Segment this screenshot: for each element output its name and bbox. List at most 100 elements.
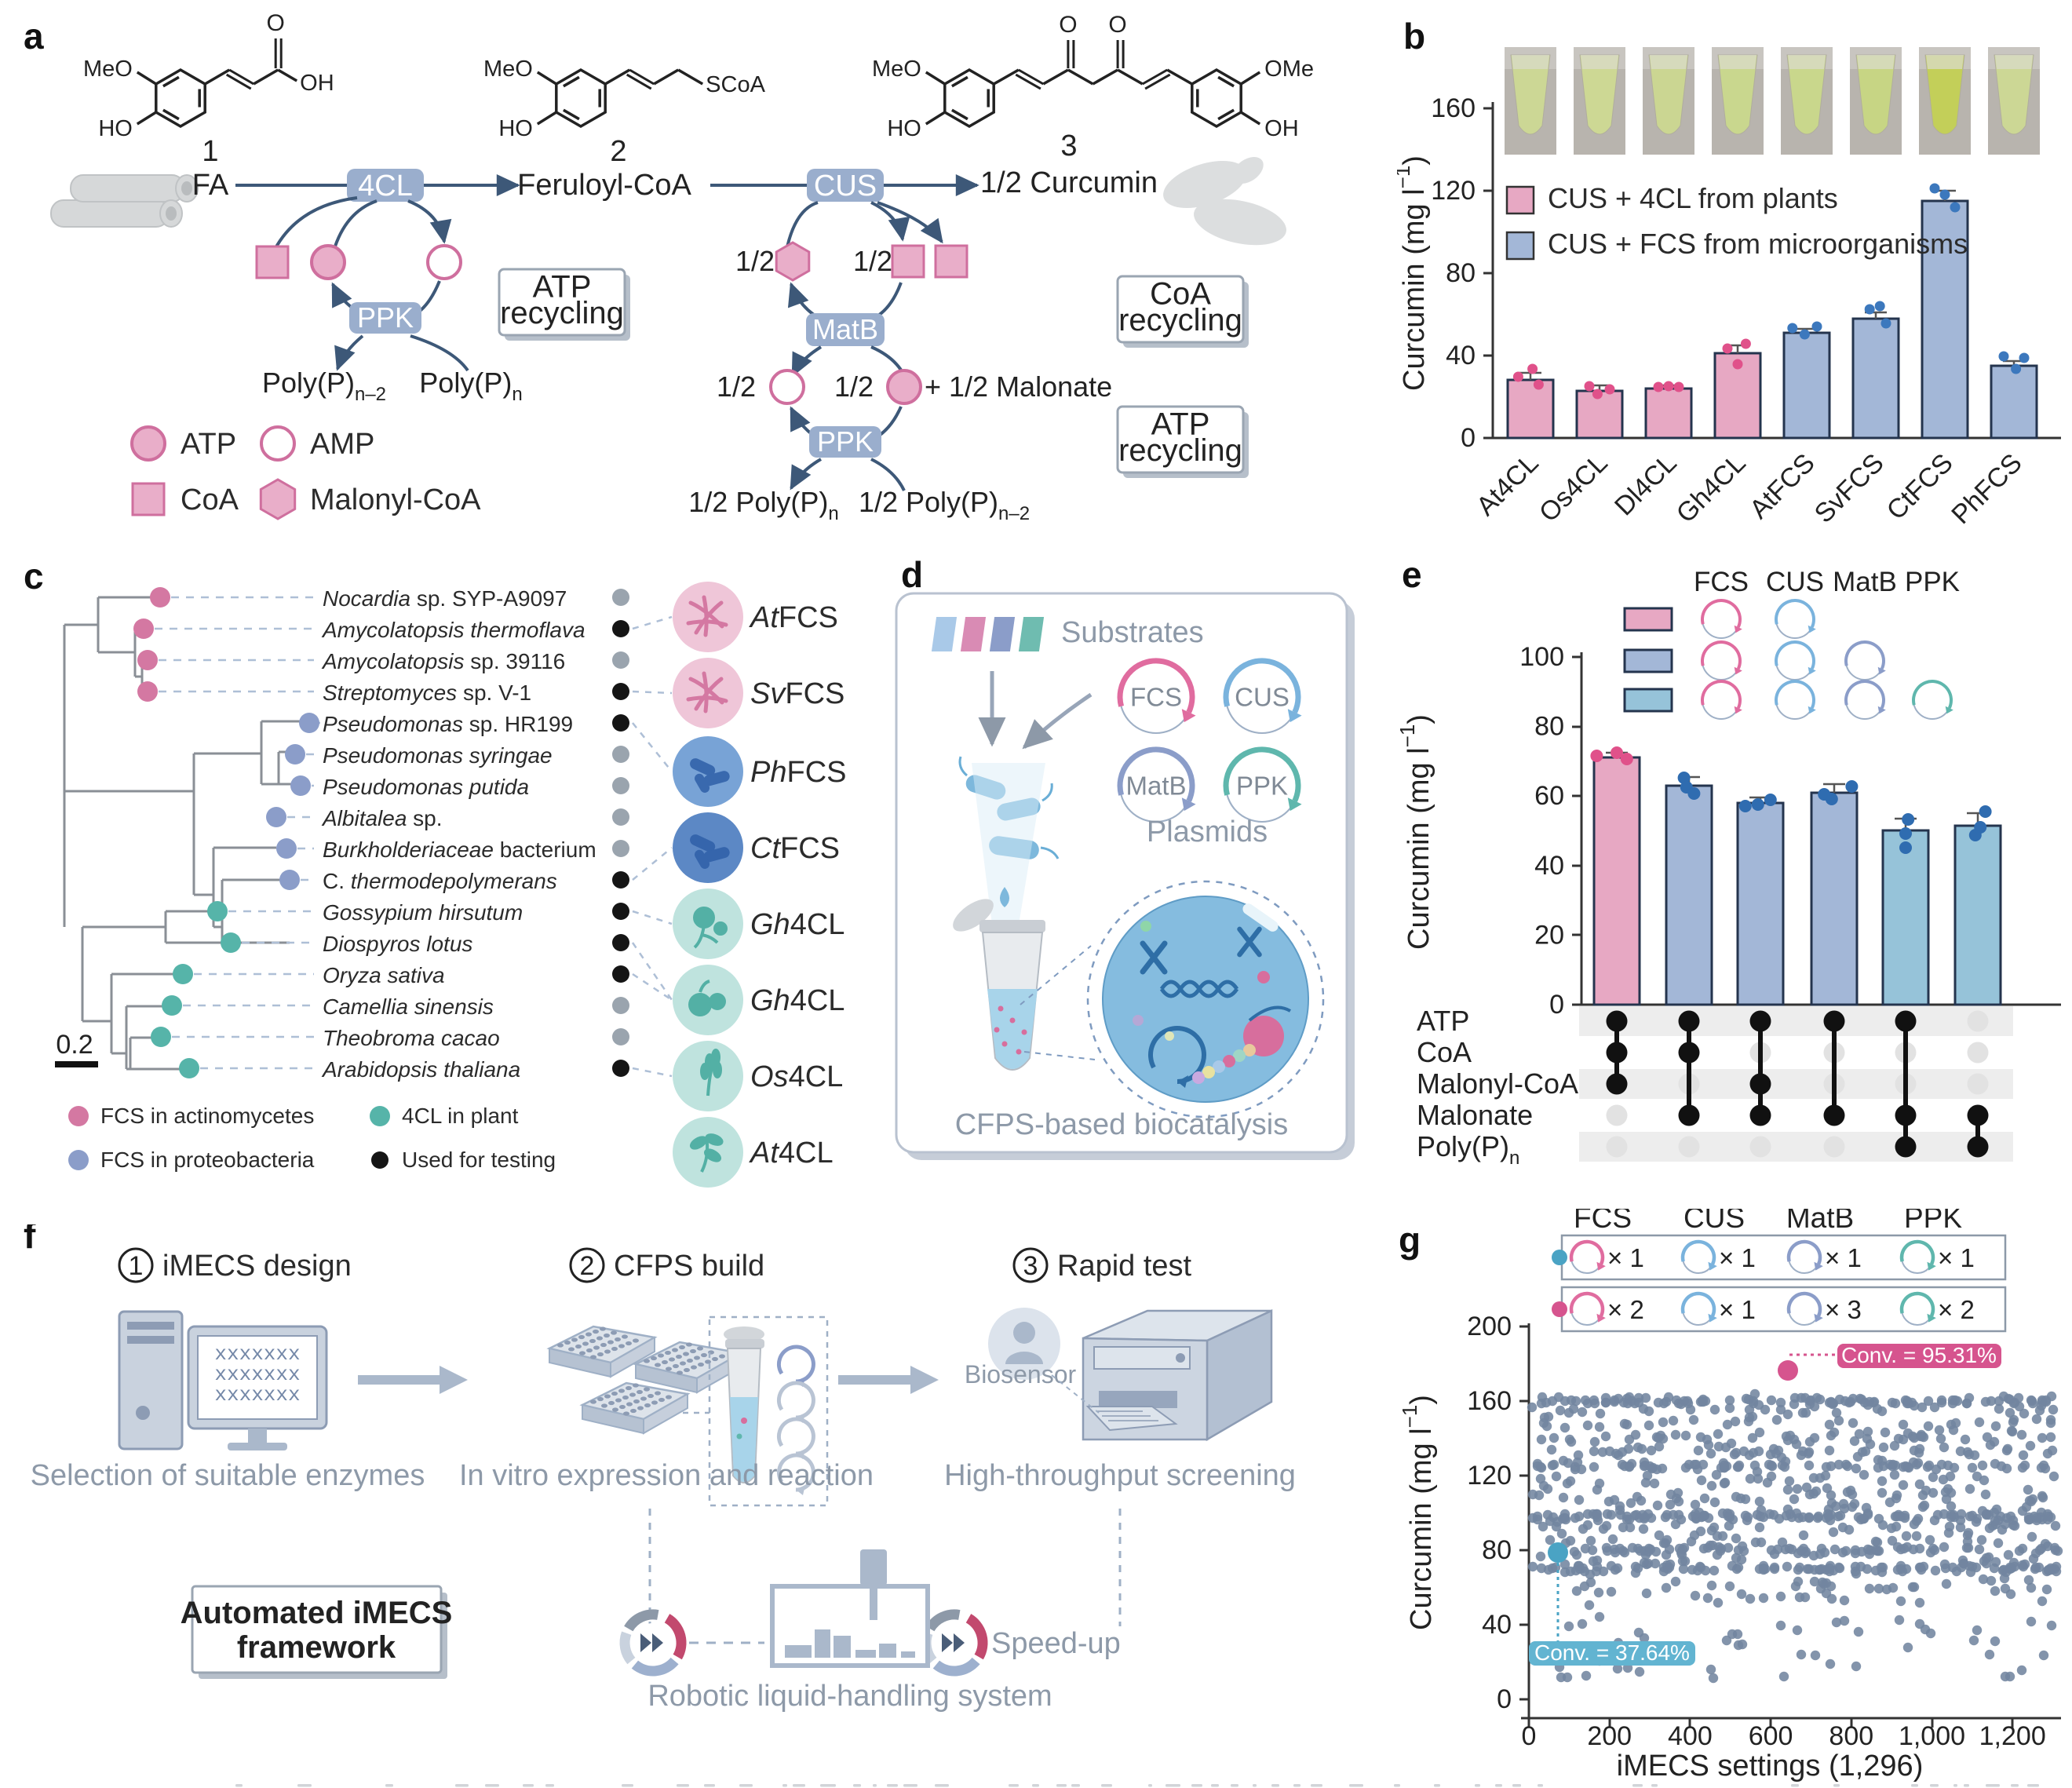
svg-text:CtFCS: CtFCS [750, 832, 840, 865]
svg-text:Oryza sativa: Oryza sativa [323, 963, 445, 987]
svg-text:Plasmids: Plasmids [1147, 816, 1268, 848]
svg-text:20: 20 [1534, 920, 1564, 950]
svg-text:1,200: 1,200 [1979, 1721, 2046, 1751]
svg-text:Arabidopsis thaliana: Arabidopsis thaliana [321, 1057, 520, 1082]
svg-text:d: d [901, 554, 923, 595]
svg-text:ATP: ATP [1417, 1005, 1469, 1037]
svg-text:100: 100 [1519, 642, 1564, 672]
svg-text:1/2 Curcumin: 1/2 Curcumin [980, 166, 1158, 199]
svg-text:Nocardia sp. SYP-A9097: Nocardia sp. SYP-A9097 [323, 586, 567, 611]
svg-text:MatB: MatB [1125, 772, 1186, 801]
svg-text:× 3: × 3 [1825, 1295, 1862, 1324]
svg-text:Substrates: Substrates [1061, 616, 1204, 649]
svg-text:200: 200 [1467, 1312, 1512, 1341]
svg-text:FCS in actinomycetes: FCS in actinomycetes [100, 1104, 314, 1128]
svg-text:CUS: CUS [1766, 567, 1824, 597]
svg-text:CoA: CoA [181, 483, 239, 516]
svg-text:0: 0 [1522, 1721, 1537, 1751]
svg-text:× 2: × 2 [1938, 1295, 1975, 1324]
svg-text:40: 40 [1446, 341, 1476, 370]
svg-text:Malonyl-CoA: Malonyl-CoA [1417, 1067, 1578, 1100]
svg-text:OMe: OMe [1264, 57, 1314, 82]
svg-text:High-throughput screening: High-throughput screening [944, 1459, 1296, 1492]
svg-text:MeO: MeO [872, 57, 921, 82]
svg-text:1/2: 1/2 [717, 370, 756, 403]
svg-text:Amycolatopsis sp. 39116: Amycolatopsis sp. 39116 [321, 649, 565, 673]
svg-text:CFPS build: CFPS build [614, 1250, 764, 1283]
svg-text:Albitalea sp.: Albitalea sp. [321, 806, 443, 830]
svg-text:Gossypium hirsutum: Gossypium hirsutum [323, 900, 523, 925]
svg-text:recycling: recycling [500, 296, 624, 330]
svg-text:AtFCS: AtFCS [1744, 448, 1821, 525]
svg-text:1,000: 1,000 [1899, 1721, 1965, 1751]
svg-text:AtFCS: AtFCS [749, 601, 838, 634]
svg-text:× 1: × 1 [1825, 1243, 1862, 1272]
svg-text:HO: HO [98, 116, 133, 141]
svg-text:framework: framework [237, 1630, 396, 1665]
svg-text:Conv. = 37.64%: Conv. = 37.64% [1534, 1640, 1690, 1665]
svg-text:Pseudomonas sp. HR199: Pseudomonas sp. HR199 [323, 712, 573, 736]
svg-text:1/2: 1/2 [834, 370, 874, 403]
svg-text:FCS: FCS [1694, 567, 1749, 597]
svg-text:SCoA: SCoA [706, 72, 765, 97]
svg-text:Malonate: Malonate [1417, 1099, 1533, 1131]
svg-text:1/2: 1/2 [853, 245, 892, 277]
svg-text:80: 80 [1482, 1535, 1512, 1565]
svg-text:× 1: × 1 [1607, 1243, 1644, 1272]
svg-text:1/2: 1/2 [735, 245, 775, 277]
svg-text:40: 40 [1482, 1610, 1512, 1640]
svg-text:0.2: 0.2 [56, 1030, 93, 1060]
svg-text:Camellia sinensis: Camellia sinensis [323, 994, 494, 1019]
svg-text:Rapid test: Rapid test [1057, 1250, 1192, 1283]
svg-text:ATP: ATP [1151, 407, 1210, 441]
svg-text:PPK: PPK [357, 301, 414, 334]
svg-text:At4CL: At4CL [1471, 448, 1545, 522]
svg-text:Malonyl-CoA: Malonyl-CoA [310, 483, 481, 516]
svg-text:60: 60 [1534, 781, 1564, 811]
svg-text:ATP: ATP [533, 269, 592, 304]
svg-text:160: 160 [1467, 1386, 1512, 1416]
svg-text:CtFCS: CtFCS [1881, 448, 1959, 526]
svg-text:At4CL: At4CL [749, 1137, 834, 1169]
svg-text:Streptomyces sp. V-1: Streptomyces sp. V-1 [323, 681, 531, 705]
svg-text:1: 1 [129, 1251, 144, 1281]
svg-text:FCS in proteobacteria: FCS in proteobacteria [100, 1148, 315, 1172]
svg-text:0: 0 [1549, 990, 1564, 1020]
svg-text:Os4CL: Os4CL [1534, 448, 1614, 528]
svg-text:40: 40 [1534, 851, 1564, 881]
svg-text:Automated iMECS: Automated iMECS [181, 1596, 453, 1630]
svg-text:PhFCS: PhFCS [750, 756, 846, 789]
svg-text:Gh4CL: Gh4CL [750, 908, 844, 941]
svg-text:400: 400 [1668, 1721, 1713, 1751]
svg-text:PPK: PPK [1236, 772, 1288, 801]
svg-text:3: 3 [1023, 1251, 1038, 1281]
svg-text:200: 200 [1587, 1721, 1632, 1751]
svg-text:O: O [267, 10, 285, 36]
svg-text:ATP: ATP [181, 428, 236, 461]
svg-text:CoA: CoA [1417, 1036, 1472, 1068]
svg-text:4CL in plant: 4CL in plant [402, 1104, 519, 1128]
svg-text:OH: OH [1264, 116, 1299, 141]
svg-text:Amycolatopsis thermoflava: Amycolatopsis thermoflava [321, 618, 585, 642]
svg-text:C. thermodepolymerans: C. thermodepolymerans [323, 869, 557, 893]
svg-text:Robotic liquid-handling system: Robotic liquid-handling system [648, 1680, 1052, 1713]
svg-text:xxxxxxx: xxxxxxx [214, 1342, 300, 1366]
svg-text:Gh4CL: Gh4CL [750, 984, 844, 1017]
svg-text:FCS: FCS [1574, 1209, 1632, 1234]
svg-text:AMP: AMP [310, 428, 374, 461]
svg-text:Pseudomonas syringae: Pseudomonas syringae [323, 743, 553, 768]
svg-text:2: 2 [610, 135, 626, 168]
svg-text:Gh4CL: Gh4CL [1671, 448, 1752, 529]
svg-text:CUS + 4CL from plants: CUS + 4CL from plants [1548, 182, 1838, 214]
svg-text:xxxxxxx: xxxxxxx [214, 1383, 300, 1407]
svg-text:g: g [1399, 1220, 1421, 1261]
svg-text:SvFCS: SvFCS [750, 677, 844, 710]
svg-text:PhFCS: PhFCS [1946, 448, 2027, 530]
svg-text:OH: OH [300, 71, 334, 96]
svg-text:1/2 Poly(P)n: 1/2 Poly(P)n [688, 486, 838, 524]
svg-text:0: 0 [1461, 423, 1476, 453]
svg-text:HO: HO [498, 116, 533, 141]
svg-text:a: a [24, 16, 44, 57]
svg-text:160: 160 [1431, 93, 1476, 123]
svg-text:Poly(P)n‒2: Poly(P)n‒2 [262, 367, 386, 405]
